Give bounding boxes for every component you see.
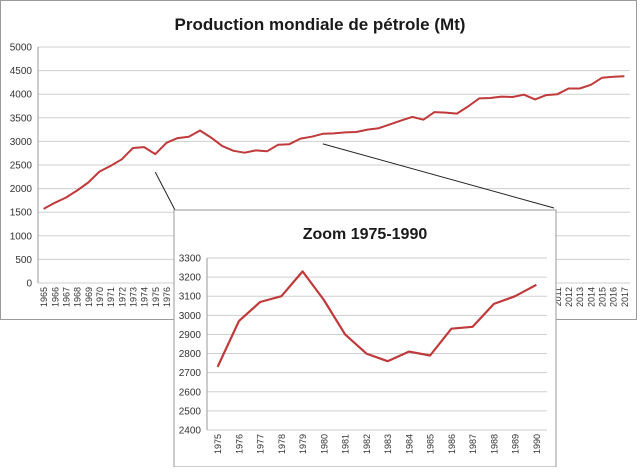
main-chart-x-tick-label: 2013 xyxy=(575,287,585,307)
zoom-chart-x-tick-label: 1987 xyxy=(468,434,478,454)
main-chart-y-tick-label: 3000 xyxy=(10,137,33,148)
zoom-chart-y-tick-label: 2800 xyxy=(179,349,202,360)
main-chart-x-tick-label: 1966 xyxy=(50,287,60,307)
zoom-chart-x-tick-label: 1976 xyxy=(234,434,244,454)
main-chart-x-tick-label: 1974 xyxy=(140,287,150,307)
main-chart-x-tick-label: 1967 xyxy=(61,287,71,307)
main-chart-y-tick-label: 5000 xyxy=(10,43,33,54)
zoom-chart-y-tick-label: 2500 xyxy=(179,406,202,417)
zoom-chart-y-tick-label: 3200 xyxy=(179,273,202,284)
main-chart-x-tick-label: 1976 xyxy=(162,287,172,307)
main-chart-y-tick-label: 2000 xyxy=(10,184,33,195)
zoom-chart-x-tick-label: 1979 xyxy=(298,434,308,454)
zoom-chart-x-tick-label: 1986 xyxy=(447,434,457,454)
main-chart-y-tick-label: 4000 xyxy=(10,90,33,101)
main-chart-x-tick-label: 2016 xyxy=(609,287,619,307)
main-chart-y-tick-label: 2500 xyxy=(10,161,33,172)
zoom-chart-y-tick-label: 2900 xyxy=(179,330,202,341)
main-chart-x-tick-label: 1973 xyxy=(128,287,138,307)
zoom-chart-x-tick-label: 1980 xyxy=(319,434,329,454)
zoom-chart-x-tick-label: 1989 xyxy=(511,434,521,454)
zoom-chart-y-tick-label: 3300 xyxy=(179,254,202,265)
zoom-chart-y-tick-label: 2700 xyxy=(179,368,202,379)
zoom-chart-x-tick-label: 1985 xyxy=(426,434,436,454)
main-chart-x-tick-label: 1972 xyxy=(117,287,127,307)
zoom-chart-y-tick-label: 3100 xyxy=(179,292,202,303)
main-chart-x-tick-label: 1968 xyxy=(73,287,83,307)
main-chart-y-tick-label: 3500 xyxy=(10,113,33,124)
main-chart-x-tick-label: 1969 xyxy=(84,287,94,307)
main-chart-y-tick-label: 1000 xyxy=(10,231,33,242)
zoom-chart-x-tick-label: 1988 xyxy=(489,434,499,454)
main-chart-x-tick-label: 1970 xyxy=(95,287,105,307)
main-chart-x-tick-label: 1971 xyxy=(106,287,116,307)
zoom-chart-x-tick-label: 1990 xyxy=(532,434,542,454)
zoom-chart-x-tick-label: 1975 xyxy=(213,434,223,454)
main-chart-x-tick-label: 1975 xyxy=(151,287,161,307)
zoom-chart-x-tick-label: 1984 xyxy=(404,434,414,454)
main-chart-x-tick-label: 2012 xyxy=(564,287,574,307)
zoom-chart-x-tick-label: 1981 xyxy=(341,434,351,454)
zoom-inset-title: Zoom 1975-1990 xyxy=(303,226,428,243)
main-chart-title: Production mondiale de pétrole (Mt) xyxy=(175,15,466,34)
zoom-chart-x-tick-label: 1978 xyxy=(277,434,287,454)
main-chart-x-tick-label: 2017 xyxy=(620,287,630,307)
main-chart-y-tick-label: 4500 xyxy=(10,66,33,77)
main-chart-y-tick-label: 500 xyxy=(15,255,32,266)
main-chart-x-tick-label: 1965 xyxy=(39,287,49,307)
zoom-chart-y-tick-label: 2400 xyxy=(179,426,202,437)
zoom-chart-y-tick-label: 3000 xyxy=(179,311,202,322)
zoom-chart-x-tick-label: 1982 xyxy=(362,434,372,454)
main-chart-x-tick-label: 2014 xyxy=(586,287,596,307)
zoom-chart-y-tick-label: 2600 xyxy=(179,387,202,398)
zoom-chart-x-tick-label: 1983 xyxy=(383,434,393,454)
main-chart-y-tick-label: 1500 xyxy=(10,208,33,219)
main-chart-y-tick-label: 0 xyxy=(26,279,32,290)
zoom-chart-x-tick-label: 1977 xyxy=(256,434,266,454)
main-chart-x-tick-label: 2015 xyxy=(598,287,608,307)
